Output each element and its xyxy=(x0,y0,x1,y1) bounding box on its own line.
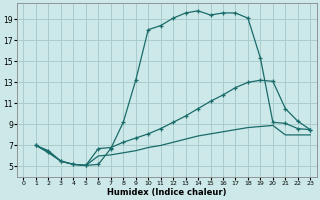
X-axis label: Humidex (Indice chaleur): Humidex (Indice chaleur) xyxy=(107,188,227,197)
